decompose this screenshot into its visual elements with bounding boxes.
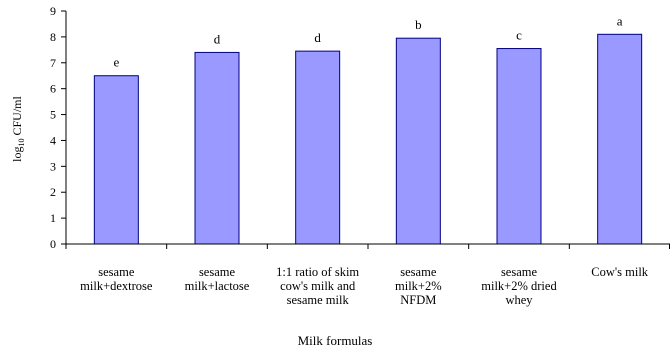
y-tick-label: 4 bbox=[50, 133, 56, 147]
bar-significance-labels: e d d b c a bbox=[113, 13, 622, 69]
y-tick-label: 9 bbox=[50, 4, 56, 18]
x-category-label: sesame milk+2% NFDM bbox=[395, 265, 442, 307]
bar-significance-label: c bbox=[516, 28, 522, 43]
y-tick-label: 8 bbox=[50, 30, 56, 44]
bar-significance-label: e bbox=[113, 55, 119, 70]
bar-significance-label: d bbox=[314, 30, 321, 45]
bar bbox=[597, 33, 643, 245]
y-axis-title-prefix: log bbox=[9, 146, 24, 162]
bar bbox=[295, 50, 341, 245]
bar bbox=[93, 75, 139, 245]
x-axis-title: Milk formulas bbox=[297, 333, 373, 348]
bar-significance-label: a bbox=[617, 13, 623, 28]
y-tick-label: 7 bbox=[50, 56, 56, 70]
bar bbox=[395, 37, 441, 245]
x-category-label: sesame milk+lactose bbox=[184, 265, 250, 293]
bar bbox=[496, 48, 542, 245]
y-tick-label: 3 bbox=[50, 159, 56, 173]
bar-significance-label: b bbox=[415, 17, 422, 32]
bar bbox=[194, 51, 240, 245]
y-axis-title: log10 CFU/ml bbox=[10, 96, 26, 162]
x-category-label: Cow's milk bbox=[591, 265, 649, 279]
y-tick-label: 6 bbox=[50, 82, 56, 96]
y-axis-title-suffix: CFU/ml bbox=[9, 96, 24, 139]
x-axis bbox=[65, 243, 670, 249]
bars bbox=[93, 33, 643, 245]
x-category-label: sesame milk+dextrose bbox=[80, 265, 153, 293]
y-axis: 0 1 2 3 4 5 6 7 8 9 bbox=[50, 4, 67, 251]
y-tick-label: 1 bbox=[50, 211, 56, 225]
y-axis-title-subscript: 10 bbox=[17, 138, 27, 147]
y-axis-title-wrap: log10 CFU/ml bbox=[7, 44, 29, 214]
x-category-label: 1:1 ratio of skim cow's milk and sesame … bbox=[276, 265, 360, 307]
y-tick-label: 2 bbox=[50, 185, 56, 199]
bar-significance-label: d bbox=[214, 31, 221, 46]
y-tick-label: 5 bbox=[50, 108, 56, 122]
y-tick-label: 0 bbox=[50, 237, 56, 251]
x-category-label: sesame milk+2% dried whey bbox=[481, 265, 557, 307]
